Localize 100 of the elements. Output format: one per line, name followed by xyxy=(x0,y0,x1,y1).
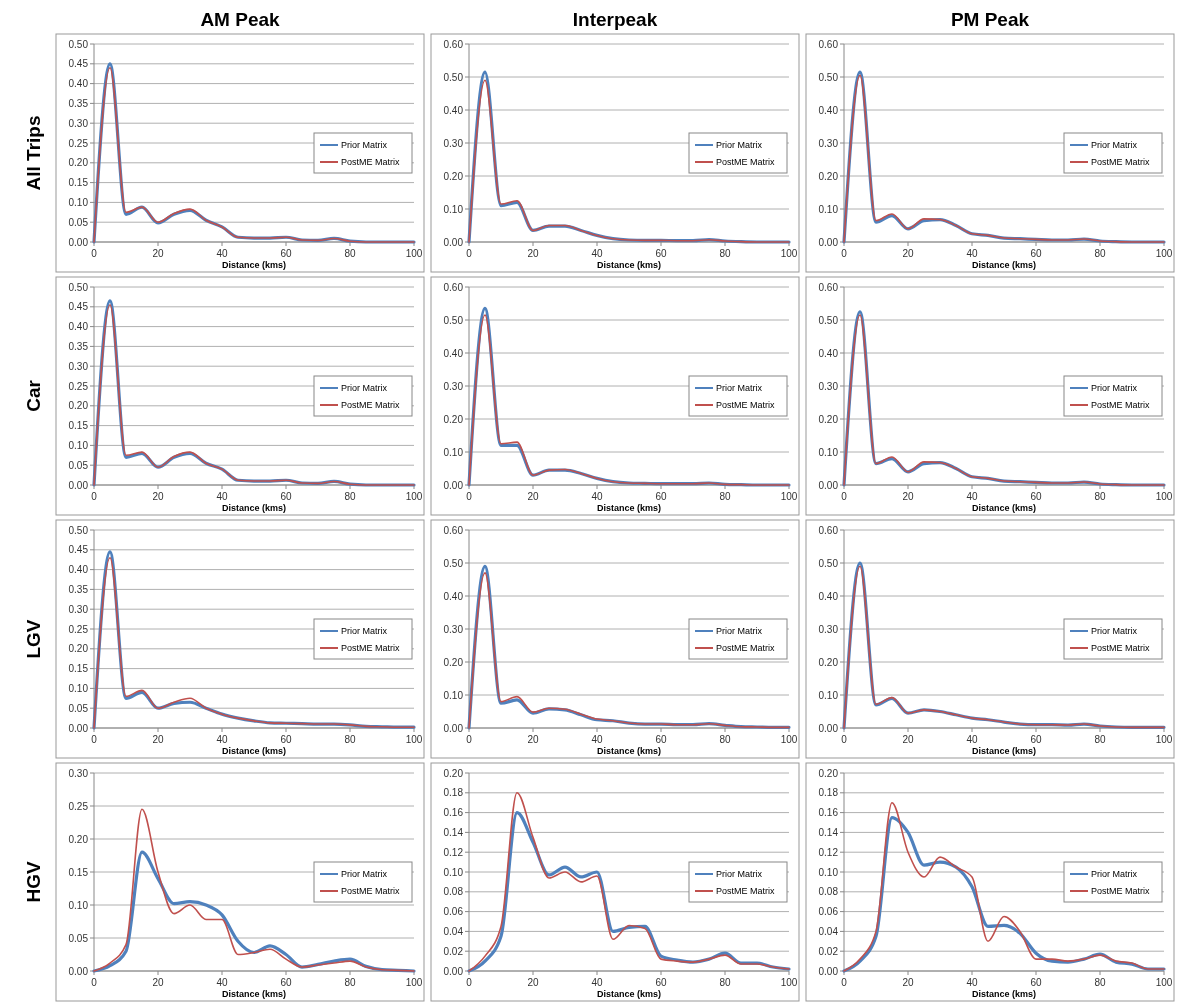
x-axis-title: Distance (kms) xyxy=(221,746,287,756)
y-tick-label: 0.60 xyxy=(818,281,839,293)
y-tick-label: 0.14 xyxy=(443,826,464,838)
x-tick-label: 60 xyxy=(655,491,667,502)
y-tick-label: 0.16 xyxy=(443,807,464,819)
x-tick-label: 60 xyxy=(1030,977,1042,988)
y-tick-label: 0.10 xyxy=(443,203,464,215)
x-tick-label: 0 xyxy=(841,734,848,745)
y-tick-label: 0.25 xyxy=(68,380,89,392)
x-tick-label: 100 xyxy=(1155,491,1173,502)
x-tick-label: 40 xyxy=(591,248,603,259)
y-tick-label: 0.60 xyxy=(443,281,464,293)
y-tick-label: 0.35 xyxy=(68,583,89,595)
x-tick-label: 40 xyxy=(591,977,603,988)
y-tick-label: 0.06 xyxy=(443,906,464,918)
x-tick-label: 0 xyxy=(91,734,98,745)
legend-label: Prior Matrix xyxy=(1091,626,1138,637)
y-tick-label: 0.15 xyxy=(68,866,89,878)
y-tick-label: 0.50 xyxy=(68,524,89,536)
y-tick-label: 0.25 xyxy=(68,800,89,812)
y-tick-label: 0.50 xyxy=(818,314,839,326)
y-tick-label: 0.40 xyxy=(818,590,839,602)
legend-label: PostME Matrix xyxy=(1091,886,1151,897)
legend-label: Prior Matrix xyxy=(716,140,763,151)
y-tick-label: 0.05 xyxy=(68,702,89,714)
x-tick-label: 80 xyxy=(344,248,356,259)
chart-title: Interpeak xyxy=(572,9,658,30)
y-tick-label: 0.08 xyxy=(443,886,464,898)
y-tick-label: 0.00 xyxy=(443,236,464,248)
y-tick-label: 0.10 xyxy=(443,689,464,701)
legend-label: PostME Matrix xyxy=(1091,157,1151,168)
x-tick-label: 40 xyxy=(966,977,978,988)
x-tick-label: 100 xyxy=(405,977,423,988)
x-tick-label: 100 xyxy=(1155,248,1173,259)
y-tick-label: 0.45 xyxy=(68,544,89,556)
y-tick-label: 0.04 xyxy=(443,925,464,937)
y-tick-label: 0.60 xyxy=(443,524,464,536)
y-tick-label: 0.30 xyxy=(68,360,89,372)
y-tick-label: 0.00 xyxy=(818,479,839,491)
x-tick-label: 40 xyxy=(216,248,228,259)
y-tick-label: 0.40 xyxy=(443,104,464,116)
x-axis-title: Distance (kms) xyxy=(596,989,662,999)
y-tick-label: 0.40 xyxy=(68,321,89,333)
y-tick-label: 0.60 xyxy=(818,38,839,50)
y-tick-label: 0.10 xyxy=(68,899,89,911)
y-tick-label: 0.08 xyxy=(818,886,839,898)
x-tick-label: 80 xyxy=(1094,977,1106,988)
x-tick-label: 40 xyxy=(216,734,228,745)
y-tick-label: 0.45 xyxy=(68,301,89,313)
y-tick-label: 0.20 xyxy=(443,767,464,779)
x-tick-label: 40 xyxy=(591,734,603,745)
y-tick-label: 0.06 xyxy=(818,906,839,918)
x-tick-label: 100 xyxy=(780,248,798,259)
y-axis-title: Car xyxy=(23,379,44,412)
y-axis-title: All Trips xyxy=(23,115,44,191)
x-tick-label: 80 xyxy=(719,248,731,259)
x-tick-label: 20 xyxy=(527,248,539,259)
x-tick-label: 20 xyxy=(152,248,164,259)
y-tick-label: 0.40 xyxy=(443,347,464,359)
legend-label: PostME Matrix xyxy=(1091,643,1151,654)
y-tick-label: 0.00 xyxy=(818,722,839,734)
y-tick-label: 0.12 xyxy=(443,846,464,858)
y-tick-label: 0.35 xyxy=(68,97,89,109)
y-tick-label: 0.20 xyxy=(443,656,464,668)
y-tick-label: 0.60 xyxy=(818,524,839,536)
x-tick-label: 0 xyxy=(466,734,473,745)
legend-label: PostME Matrix xyxy=(341,643,401,654)
y-tick-label: 0.15 xyxy=(68,420,89,432)
x-tick-label: 80 xyxy=(719,734,731,745)
y-tick-label: 0.00 xyxy=(818,965,839,977)
y-tick-label: 0.05 xyxy=(68,459,89,471)
x-axis-title: Distance (kms) xyxy=(221,503,287,513)
y-tick-label: 0.40 xyxy=(443,590,464,602)
x-tick-label: 0 xyxy=(466,491,473,502)
x-tick-label: 20 xyxy=(152,977,164,988)
y-tick-label: 0.15 xyxy=(68,177,89,189)
y-tick-label: 0.30 xyxy=(443,380,464,392)
y-tick-label: 0.35 xyxy=(68,340,89,352)
x-axis-title: Distance (kms) xyxy=(596,503,662,513)
y-tick-label: 0.10 xyxy=(818,446,839,458)
y-tick-label: 0.00 xyxy=(68,722,89,734)
legend-label: PostME Matrix xyxy=(341,886,401,897)
legend-label: PostME Matrix xyxy=(341,400,401,411)
y-tick-label: 0.50 xyxy=(443,314,464,326)
legend-label: Prior Matrix xyxy=(716,383,763,394)
y-tick-label: 0.04 xyxy=(818,925,839,937)
y-tick-label: 0.05 xyxy=(68,932,89,944)
x-tick-label: 80 xyxy=(344,734,356,745)
y-tick-label: 0.20 xyxy=(443,413,464,425)
y-tick-label: 0.18 xyxy=(443,787,464,799)
y-axis-title: LGV xyxy=(23,619,44,659)
y-tick-label: 0.20 xyxy=(68,833,89,845)
legend-label: Prior Matrix xyxy=(341,869,388,880)
y-tick-label: 0.60 xyxy=(443,38,464,50)
x-tick-label: 80 xyxy=(1094,734,1106,745)
x-tick-label: 40 xyxy=(966,491,978,502)
x-axis-title: Distance (kms) xyxy=(971,989,1037,999)
x-tick-label: 60 xyxy=(280,491,292,502)
x-tick-label: 100 xyxy=(1155,734,1173,745)
y-tick-label: 0.20 xyxy=(818,170,839,182)
